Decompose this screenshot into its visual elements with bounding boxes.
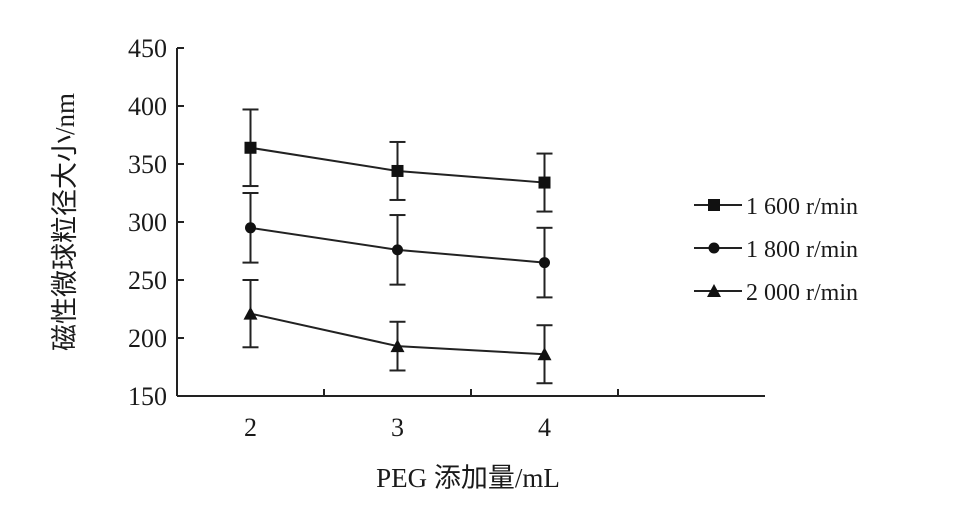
legend-item-1: 1 600 r/min: [694, 194, 858, 220]
legend-label: 2 000 r/min: [746, 280, 858, 306]
data-point: [392, 244, 403, 256]
y-tick-label: 150: [128, 382, 167, 411]
series-1: [242, 108, 553, 213]
y-axis: 150 200 250 300 350 400 450: [128, 34, 184, 411]
x-ticks: 2 3 4: [244, 389, 619, 442]
x-tick-label: 3: [391, 413, 404, 442]
data-point: [539, 257, 550, 269]
y-tick-label: 300: [128, 208, 167, 237]
data-point: [244, 141, 257, 154]
data-point: [245, 222, 256, 234]
series-layer: [242, 108, 553, 385]
x-tick-label: 2: [244, 413, 257, 442]
legend-marker: [707, 284, 721, 297]
legend-marker: [708, 242, 720, 254]
data-point: [391, 164, 404, 177]
y-tick-label: 200: [128, 324, 167, 353]
y-ticks: 150 200 250 300 350 400 450: [128, 34, 184, 411]
y-tick-label: 350: [128, 150, 167, 179]
legend-item-3: 2 000 r/min: [694, 280, 858, 306]
x-tick-label: 4: [538, 413, 551, 442]
y-tick-label: 400: [128, 92, 167, 121]
legend-item-2: 1 800 r/min: [694, 237, 858, 263]
data-point: [537, 347, 552, 361]
data-point: [538, 176, 551, 189]
legend-marker: [708, 199, 720, 211]
data-point: [243, 306, 258, 320]
series-2: [242, 192, 553, 299]
x-axis-label: PEG 添加量/mL: [376, 463, 560, 493]
y-axis-label: 磁性微球粒径大小/nm: [50, 93, 80, 351]
data-point: [390, 339, 405, 353]
legend-label: 1 800 r/min: [746, 237, 858, 263]
series-3: [242, 279, 553, 385]
y-tick-label: 250: [128, 266, 167, 295]
legend-label: 1 600 r/min: [746, 194, 858, 220]
legend: 1 600 r/min 1 800 r/min 2 000 r/min: [694, 194, 858, 306]
x-axis: 2 3 4: [177, 389, 765, 442]
y-tick-label: 450: [128, 34, 167, 63]
